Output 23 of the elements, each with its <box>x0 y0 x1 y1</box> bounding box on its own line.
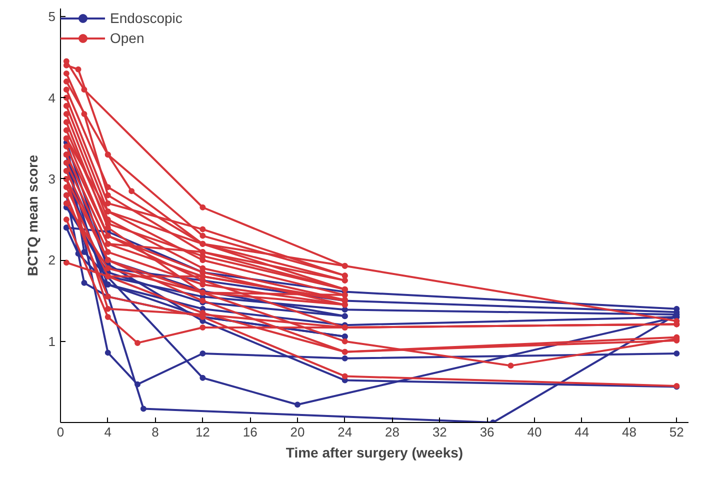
x-tick-label: 20 <box>290 424 305 440</box>
x-tick-label: 12 <box>195 424 210 440</box>
legend-label: Open <box>110 29 144 48</box>
x-tick-label: 28 <box>385 424 400 440</box>
y-tick-label: 3 <box>48 171 56 186</box>
x-tick-label: 8 <box>152 424 159 440</box>
x-tick-label: 24 <box>338 424 352 440</box>
x-axis-title: Time after surgery (weeks) <box>286 444 464 460</box>
x-tick-label: 48 <box>622 424 636 440</box>
y-axis-title: BCTQ mean score <box>24 154 40 276</box>
x-tick-label: 16 <box>242 424 258 440</box>
x-tick-label: 44 <box>574 424 590 440</box>
legend-label: Endoscopic <box>110 9 182 28</box>
x-tick-label: 4 <box>104 424 112 440</box>
y-tick-label: 4 <box>48 90 56 106</box>
y-tick-label: 2 <box>48 252 56 268</box>
x-tick-label: 0 <box>56 424 64 440</box>
x-tick-label: 36 <box>480 424 494 440</box>
x-tick-label: 40 <box>527 424 542 440</box>
y-tick-label: 1 <box>48 334 56 349</box>
y-tick-label: 5 <box>48 9 56 24</box>
x-tick-label: 52 <box>669 424 684 440</box>
x-tick-label: 32 <box>432 424 447 440</box>
